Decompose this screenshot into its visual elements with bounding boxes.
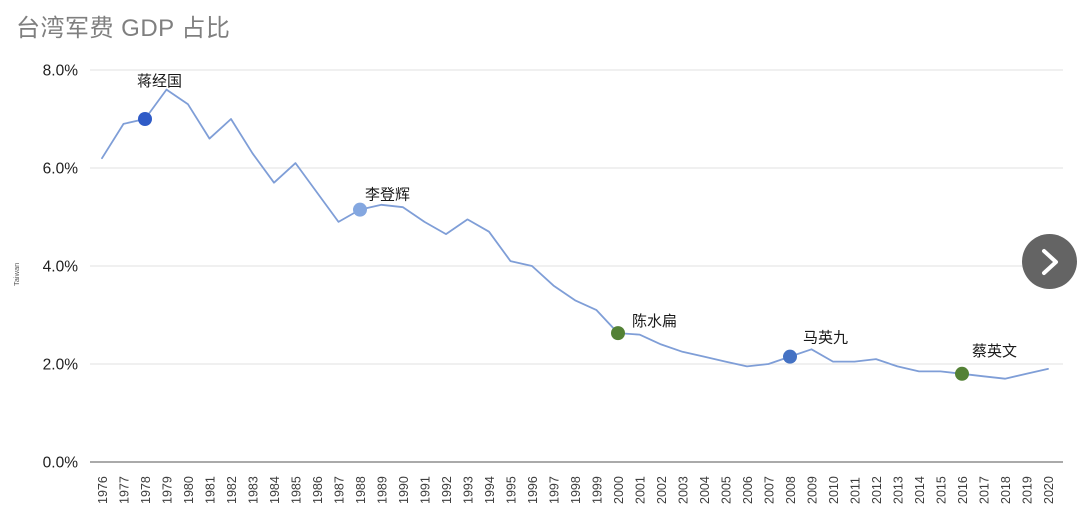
- x-axis-tick-label: 2010: [827, 476, 841, 504]
- y-axis-tick-label: 6.0%: [43, 161, 79, 178]
- x-axis-tick-label: 1982: [225, 476, 239, 504]
- x-axis-tick-label: 1995: [505, 476, 519, 504]
- chart-title: 台湾军费 GDP 占比: [16, 15, 231, 42]
- x-axis-tick-label: 2014: [913, 476, 927, 504]
- x-axis-tick-label: 1999: [591, 476, 605, 504]
- president-annotation: 陈水扁: [632, 312, 677, 330]
- x-axis-tick-label: 2008: [784, 476, 798, 504]
- x-axis-tick-label: 2001: [634, 476, 648, 504]
- gridlines: [90, 69, 1063, 463]
- x-axis-tick-label: 1977: [118, 476, 132, 504]
- scroll-next-button[interactable]: [1022, 234, 1077, 289]
- x-axis-tick-label: 1976: [96, 476, 110, 504]
- chevron-right-icon: [1041, 248, 1058, 275]
- president-annotation: 马英九: [803, 329, 848, 347]
- x-axis-tick-label: 2019: [1021, 476, 1035, 504]
- x-axis-tick-label: 1989: [376, 476, 390, 504]
- x-axis-tick-label: 2011: [849, 477, 863, 504]
- president-marker: [611, 326, 625, 341]
- x-axis-tick-labels: 1976 1977 1978 1979 1980 1981 1982 1983 1984 1985…: [96, 476, 1056, 504]
- president-marker: [955, 366, 969, 381]
- x-axis-tick-label: 2007: [763, 476, 777, 504]
- series-line: [101, 88, 1049, 380]
- x-axis-tick-label: 1978: [139, 476, 153, 504]
- x-axis-tick-label: 1984: [268, 476, 282, 504]
- x-axis-tick-label: 2000: [612, 476, 626, 504]
- y-axis-tick-label: 8.0%: [43, 63, 79, 80]
- x-axis-tick-label: 2003: [677, 476, 691, 504]
- x-axis-tick-label: 2006: [741, 476, 755, 504]
- x-axis-tick-label: 1998: [569, 476, 583, 504]
- x-axis-tick-label: 2017: [978, 476, 992, 504]
- x-axis-tick-label: 1985: [290, 476, 304, 504]
- y-axis-tick-label: 2.0%: [43, 357, 79, 374]
- x-axis-tick-label: 1979: [161, 476, 175, 504]
- x-axis-tick-label: 1994: [483, 476, 497, 504]
- x-axis-tick-label: 1986: [311, 476, 325, 504]
- president-markers: [138, 112, 969, 381]
- x-axis-tick-label: 2020: [1042, 476, 1056, 504]
- x-axis-tick-label: 1993: [462, 476, 476, 504]
- y-axis-tick-label: 0.0%: [43, 455, 79, 472]
- x-axis-tick-label: 1980: [182, 476, 196, 504]
- x-axis-tick-label: 1981: [204, 476, 218, 504]
- y-axis-tick-labels: 8.0% 6.0% 4.0% 2.0% 0.0%: [43, 63, 79, 472]
- x-axis-tick-label: 2018: [999, 476, 1013, 504]
- x-axis-tick-label: 2005: [720, 476, 734, 504]
- x-axis-tick-label: 2004: [698, 476, 712, 504]
- president-annotation: 蒋经国: [137, 73, 182, 90]
- x-axis-tick-label: 1987: [333, 476, 347, 504]
- x-axis-tick-label: 1990: [397, 476, 411, 504]
- y-axis-title-text: Taiwan: [12, 263, 21, 286]
- x-axis-tick-label: 2009: [806, 476, 820, 504]
- x-axis-tick-label: 2015: [935, 476, 949, 504]
- x-axis-tick-label: 2012: [870, 476, 884, 504]
- y-axis-tick-label: 4.0%: [43, 259, 79, 276]
- x-axis-tick-label: 1988: [354, 476, 368, 504]
- x-axis-tick-label: 1997: [548, 476, 562, 504]
- president-annotation: 蔡英文: [972, 342, 1017, 360]
- x-axis-tick-label: 1996: [526, 476, 540, 504]
- x-axis-tick-label: 1992: [440, 476, 454, 504]
- x-axis-tick-label: 1991: [419, 476, 433, 504]
- y-axis-title: Taiwan: [12, 263, 21, 286]
- president-marker: [138, 112, 152, 126]
- president-annotation: 李登辉: [365, 187, 410, 204]
- president-marker: [353, 202, 367, 217]
- x-axis-tick-label: 1983: [247, 476, 261, 504]
- x-axis-tick-label: 2002: [655, 476, 669, 504]
- x-axis-tick-label: 2013: [892, 476, 906, 504]
- president-marker: [783, 349, 797, 364]
- x-axis-tick-label: 2016: [956, 476, 970, 504]
